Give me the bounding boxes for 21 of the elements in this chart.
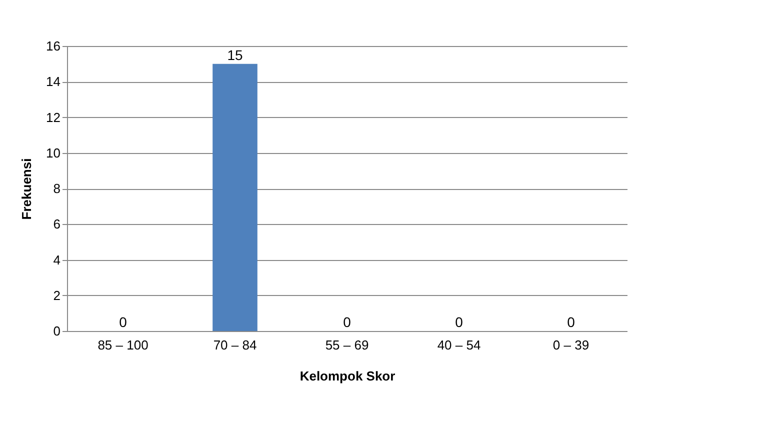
data-label: 0 [343, 314, 352, 330]
y-tick-label: 4 [53, 252, 60, 268]
data-label: 15 [227, 46, 243, 63]
y-tick-label: 0 [53, 324, 60, 338]
y-tick-label: 12 [46, 110, 60, 125]
y-tick-label: 16 [46, 38, 60, 54]
x-tick-label: 0 – 39 [552, 338, 590, 352]
data-label: 0 [567, 314, 576, 330]
y-tick-label: 2 [53, 288, 60, 303]
data-label: 0 [455, 314, 464, 330]
y-tick-label: 8 [53, 181, 60, 196]
y-tick-label: 14 [46, 74, 60, 90]
y-tick-label: 6 [53, 216, 60, 232]
x-axis-title: Kelompok Skor [300, 368, 396, 384]
x-tick-label: 55 – 69 [325, 338, 369, 352]
y-axis-title: Frekuensi [19, 158, 34, 220]
x-tick-label: 40 – 54 [437, 338, 481, 352]
data-label: 0 [119, 314, 128, 330]
y-tick-label: 10 [46, 145, 60, 160]
x-tick-label: 70 – 84 [213, 338, 257, 352]
x-tick-label: 85 – 100 [98, 338, 148, 352]
